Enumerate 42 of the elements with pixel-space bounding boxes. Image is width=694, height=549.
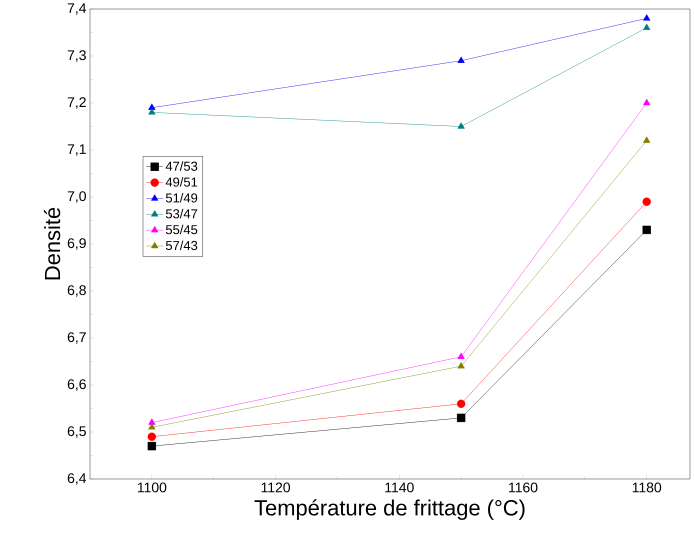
point	[148, 432, 156, 441]
point	[642, 198, 651, 206]
point	[456, 400, 466, 408]
y-tick-label: 6,6	[68, 379, 86, 391]
point	[643, 136, 650, 143]
point	[643, 98, 650, 106]
legend-label: 57/43	[166, 240, 198, 250]
point	[643, 14, 650, 21]
y-axis-title: Densité	[44, 208, 60, 280]
x-tick-label: 1180	[632, 482, 662, 492]
y-tick-label: 6,5	[68, 426, 86, 438]
point	[148, 423, 156, 430]
y-tick-label: 7,2	[68, 97, 86, 109]
x-tick-label: 1100	[138, 482, 166, 492]
y-tick-label: 6,4	[68, 473, 86, 485]
x-tick-label: 1160	[509, 482, 538, 492]
point	[642, 226, 651, 234]
legend-label: 49/51	[166, 177, 198, 187]
y-tick-label: 7,4	[68, 3, 86, 15]
point	[148, 442, 156, 450]
y-tick-label: 6,8	[68, 285, 86, 297]
point	[457, 352, 465, 359]
y-tick-label: 7,0	[68, 191, 86, 203]
x-tick-label: 1140	[385, 482, 414, 492]
point	[643, 24, 650, 30]
point	[457, 362, 465, 368]
y-tick-label: 7,3	[68, 50, 86, 62]
legend-label: 53/47	[166, 208, 198, 218]
y-tick-label: 6,7	[68, 332, 86, 344]
point	[148, 108, 156, 115]
legend-label: 47/53	[166, 161, 198, 171]
y-tick-label: 7,1	[68, 144, 86, 156]
x-tick-label: 1120	[262, 482, 290, 492]
y-tick-label: 6,9	[68, 238, 86, 250]
x-axis-title: Température de frittage (°C)	[254, 499, 525, 520]
point	[148, 104, 156, 110]
point	[457, 122, 465, 129]
point	[457, 56, 465, 63]
legend-label: 55/45	[166, 224, 198, 234]
legend-label: 51/49	[166, 193, 198, 203]
point	[148, 418, 156, 425]
point	[456, 414, 466, 422]
